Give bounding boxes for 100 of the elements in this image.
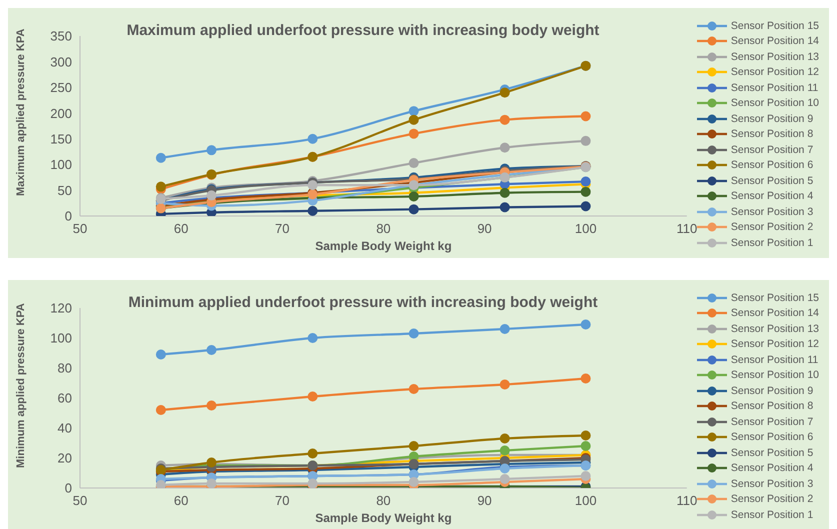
point <box>500 202 510 212</box>
point <box>580 201 591 212</box>
point <box>580 111 591 122</box>
x-tick-label: 90 <box>477 221 492 236</box>
point <box>156 405 166 415</box>
y-tick-label: 20 <box>58 450 72 466</box>
x-tick-label: 80 <box>376 221 391 236</box>
x-tick-label: 60 <box>174 221 188 236</box>
point <box>580 374 591 384</box>
point <box>308 180 318 190</box>
y-tick-label: 300 <box>50 54 72 70</box>
point <box>580 471 591 481</box>
legend-label: Sensor Position 6 <box>730 159 814 172</box>
y-tick-label: 0 <box>64 208 72 224</box>
legend-label: Sensor Position 8 <box>730 128 814 140</box>
point <box>500 142 510 153</box>
legend-label: Sensor Position 14 <box>730 35 819 48</box>
x-tick-label: 90 <box>477 493 492 508</box>
legend-label: Sensor Position 12 <box>730 338 819 350</box>
point <box>308 333 318 343</box>
point <box>156 182 166 192</box>
point <box>408 114 419 125</box>
legend-label: Sensor Position 1 <box>730 236 814 249</box>
point <box>408 441 419 451</box>
legend-label: Sensor Position 9 <box>730 112 814 125</box>
legend-label: Sensor Position 2 <box>730 221 814 234</box>
legend-label: Sensor Position 14 <box>730 307 819 320</box>
chart-title: Maximum applied underfoot pressure with increasing body weight <box>126 22 600 39</box>
y-tick-label: 100 <box>50 330 72 346</box>
point <box>500 380 510 390</box>
point <box>308 392 318 402</box>
y-tick-label: 250 <box>50 80 72 96</box>
point <box>206 400 216 410</box>
y-tick-label: 50 <box>58 182 72 198</box>
legend-label: Sensor Position 4 <box>730 462 814 474</box>
legend-label: Sensor Position 7 <box>730 144 814 156</box>
chart-title: Minimum applied underfoot pressure with increasing body weight <box>127 294 599 311</box>
legend-label: Sensor Position 13 <box>730 50 819 63</box>
point <box>408 204 419 214</box>
legend-label: Sensor Position 15 <box>730 292 819 304</box>
point <box>408 328 419 338</box>
x-tick-label: 100 <box>574 221 597 236</box>
legend-label: Sensor Position 2 <box>730 493 814 506</box>
legend-label: Sensor Position 1 <box>730 508 814 521</box>
legend-label: Sensor Position 5 <box>730 174 814 187</box>
legend-label: Sensor Position 15 <box>730 20 819 32</box>
point <box>580 430 591 440</box>
x-tick-label: 70 <box>275 493 290 508</box>
point <box>308 134 318 144</box>
legend-label: Sensor Position 3 <box>730 206 814 218</box>
x-tick-label: 60 <box>174 493 188 508</box>
point <box>408 384 419 394</box>
legend-label: Sensor Position 8 <box>730 400 814 412</box>
point <box>580 441 591 451</box>
point <box>500 114 510 125</box>
legend-label: Sensor Position 10 <box>730 97 819 110</box>
point <box>408 128 419 139</box>
point <box>580 136 591 146</box>
point <box>408 191 419 202</box>
y-axis-title: Maximum applied pressure KPA <box>14 28 27 196</box>
point <box>580 320 591 330</box>
x-axis-title: Sample Body Weight kg <box>315 511 452 525</box>
point <box>500 446 510 456</box>
legend-label: Sensor Position 9 <box>730 384 814 397</box>
y-tick-label: 60 <box>58 390 72 406</box>
y-tick-label: 350 <box>50 28 72 44</box>
legend-label: Sensor Position 11 <box>730 354 818 366</box>
y-tick-label: 150 <box>50 131 72 146</box>
point <box>500 324 510 334</box>
x-tick-label: 70 <box>275 221 290 236</box>
point <box>206 190 216 200</box>
y-tick-label: 40 <box>58 420 72 436</box>
point <box>500 434 510 444</box>
x-tick-label: 110 <box>676 493 698 508</box>
y-tick-label: 80 <box>58 360 72 376</box>
point <box>500 188 510 198</box>
legend-label: Sensor Position 10 <box>730 369 819 382</box>
point <box>500 88 510 98</box>
point <box>206 345 216 355</box>
y-tick-label: 100 <box>50 157 72 172</box>
point <box>156 350 166 360</box>
point <box>408 477 419 487</box>
point <box>408 106 419 116</box>
y-tick-label: 200 <box>50 106 72 121</box>
legend-label: Sensor Position 7 <box>730 416 814 428</box>
legend-label: Sensor Position 3 <box>730 478 814 490</box>
point <box>580 176 591 187</box>
point <box>308 206 318 216</box>
legend-label: Sensor Position 4 <box>730 190 814 202</box>
legend-label: Sensor Position 12 <box>730 66 819 78</box>
point <box>408 158 419 168</box>
legend-label: Sensor Position 13 <box>730 322 819 335</box>
point <box>156 152 166 163</box>
x-tick-label: 80 <box>376 493 391 508</box>
legend-label: Sensor Position 6 <box>730 431 814 444</box>
y-tick-label: 0 <box>64 480 72 496</box>
point <box>580 186 591 197</box>
legend-label: Sensor Position 5 <box>730 446 814 459</box>
point <box>308 448 318 458</box>
x-tick-label: 100 <box>574 493 597 508</box>
